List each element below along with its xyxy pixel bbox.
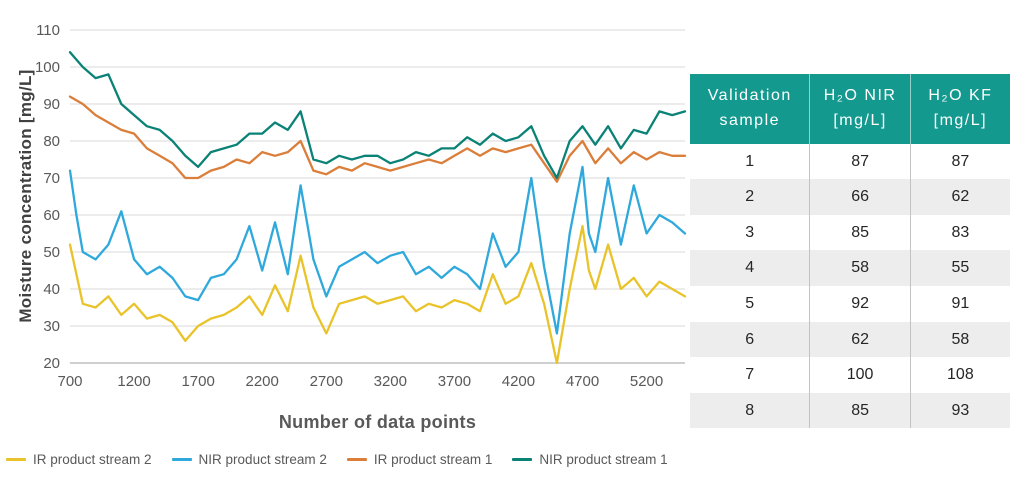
x-tick-label: 2200 bbox=[246, 373, 279, 390]
table-header-h2o-kf: H₂O KF [mg/L] bbox=[909, 74, 1010, 144]
validation-table: Validation sample H₂O NIR [mg/L] H₂O KF … bbox=[690, 74, 1010, 429]
table-row: 4 58 55 bbox=[690, 250, 1010, 286]
table-body: 1 87 87 2 66 62 3 85 83 4 58 55 5 92 91 6 62 58 7 100 108 8 85… bbox=[690, 143, 1010, 429]
x-tick-label: 5200 bbox=[630, 373, 663, 390]
series-ir-product-stream-2 bbox=[68, 224, 687, 365]
table-cell: 6 bbox=[690, 321, 810, 358]
x-tick-label: 4700 bbox=[566, 373, 599, 390]
header-line: [mg/L] bbox=[833, 111, 887, 129]
line-chart: 20 30 40 50 60 70 80 90 100 110 700 1200 1700 2200 270… bbox=[16, 22, 687, 432]
table-row: 8 85 93 bbox=[690, 392, 1010, 429]
table-cell: 5 bbox=[690, 285, 810, 322]
y-tick-label: 20 bbox=[43, 355, 60, 372]
table-cell: 2 bbox=[690, 179, 810, 215]
table-row: 6 62 58 bbox=[690, 321, 1010, 358]
table-row: 7 100 108 bbox=[690, 357, 1010, 393]
table-cell: 85 bbox=[809, 214, 910, 251]
table-header-validation-sample: Validation sample bbox=[690, 74, 810, 144]
table-cell: 87 bbox=[809, 143, 910, 180]
table-cell: 3 bbox=[690, 214, 810, 251]
x-tick-label: 4200 bbox=[502, 373, 535, 390]
y-tick-label: 110 bbox=[36, 22, 60, 39]
chart-plot-area: 20 30 40 50 60 70 80 90 100 110 700 1200 1700 2200 270… bbox=[35, 22, 687, 390]
series-nir-product-stream-2 bbox=[68, 165, 687, 335]
table-cell: 85 bbox=[809, 392, 910, 429]
table-cell: 91 bbox=[909, 285, 1010, 322]
legend-swatch-icon bbox=[512, 458, 533, 461]
legend-item-nir-stream-1: NIR product stream 1 bbox=[512, 452, 668, 467]
table-row: 2 66 62 bbox=[690, 179, 1010, 215]
x-tick-label: 3200 bbox=[374, 373, 407, 390]
table-cell: 100 bbox=[809, 357, 910, 393]
table-cell: 1 bbox=[690, 143, 810, 180]
table-cell: 4 bbox=[690, 250, 810, 286]
x-tick-label: 1700 bbox=[181, 373, 214, 390]
table-cell: 58 bbox=[809, 250, 910, 286]
table-cell: 83 bbox=[909, 214, 1010, 251]
table-row: 5 92 91 bbox=[690, 285, 1010, 322]
header-line: Validation bbox=[707, 87, 792, 104]
legend-label: IR product stream 1 bbox=[373, 452, 493, 467]
x-tick-label: 2700 bbox=[310, 373, 343, 390]
table-cell: 66 bbox=[809, 179, 910, 215]
y-tick-label: 50 bbox=[43, 244, 60, 261]
x-tick-label: 700 bbox=[57, 373, 82, 390]
y-tick-label: 40 bbox=[43, 281, 60, 298]
y-tick-label: 30 bbox=[43, 318, 60, 335]
legend-swatch-icon bbox=[346, 458, 367, 461]
table-cell: 55 bbox=[909, 250, 1010, 286]
table-cell: 62 bbox=[809, 321, 910, 358]
header-line: H₂O KF bbox=[928, 87, 993, 104]
table-cell: 93 bbox=[909, 392, 1010, 429]
y-tick-label: 100 bbox=[35, 59, 60, 76]
legend-swatch-icon bbox=[171, 458, 192, 461]
y-tick-label: 80 bbox=[43, 133, 60, 150]
table-cell: 87 bbox=[909, 143, 1010, 180]
header-line: H₂O NIR bbox=[823, 87, 897, 104]
y-tick-label: 90 bbox=[43, 96, 60, 113]
table-header-h2o-nir: H₂O NIR [mg/L] bbox=[809, 74, 910, 144]
table-row: 3 85 83 bbox=[690, 214, 1010, 251]
y-tick-label: 60 bbox=[43, 207, 60, 224]
table-cell: 8 bbox=[690, 392, 810, 429]
table-cell: 92 bbox=[809, 285, 910, 322]
header-line: sample bbox=[719, 111, 781, 129]
series-ir-product-stream-1 bbox=[68, 95, 687, 183]
x-tick-label: 3700 bbox=[438, 373, 471, 390]
x-axis-label: Number of data points bbox=[278, 412, 477, 432]
header-line: [mg/L] bbox=[933, 111, 988, 129]
legend-item-ir-stream-2: IR product stream 2 bbox=[6, 452, 152, 467]
legend-label: IR product stream 2 bbox=[33, 452, 152, 467]
table-cell: 7 bbox=[690, 357, 810, 393]
table-cell: 58 bbox=[909, 321, 1010, 358]
legend-swatch-icon bbox=[6, 458, 26, 461]
legend-label: NIR product stream 2 bbox=[198, 452, 327, 467]
y-axis-label: Moisture concentration [mg/L] bbox=[16, 69, 35, 323]
y-tick-label: 70 bbox=[43, 170, 60, 187]
legend-item-ir-stream-1: IR product stream 1 bbox=[346, 452, 493, 467]
table-row: 1 87 87 bbox=[690, 143, 1010, 180]
table-cell: 62 bbox=[909, 179, 1010, 215]
legend-label: NIR product stream 1 bbox=[539, 452, 668, 467]
series-nir-product-stream-1 bbox=[68, 51, 687, 180]
chart-legend: IR product stream 2 NIR product stream 2… bbox=[6, 452, 668, 467]
legend-item-nir-stream-2: NIR product stream 2 bbox=[171, 452, 327, 467]
table-header-row: Validation sample H₂O NIR [mg/L] H₂O KF … bbox=[690, 74, 1010, 144]
x-tick-label: 1200 bbox=[117, 373, 150, 390]
table-cell: 108 bbox=[909, 357, 1010, 393]
